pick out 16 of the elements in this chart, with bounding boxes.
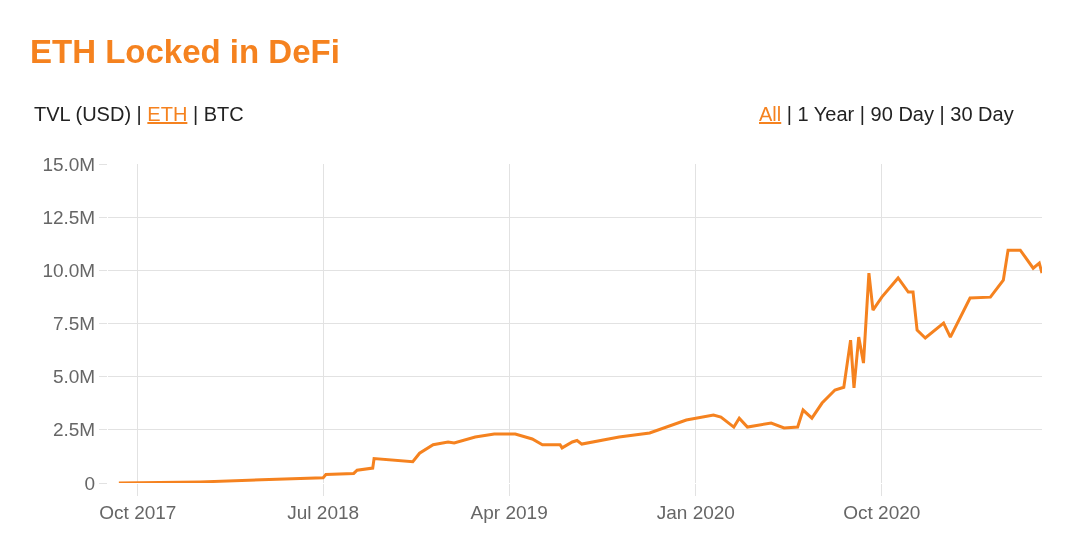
y-tick-label: 7.5M	[52, 313, 96, 335]
x-tick-label: Apr 2019	[470, 501, 548, 523]
x-tick-label: Jan 2020	[656, 501, 735, 523]
text: All | 1 Year | 90 Day | 30 Day	[759, 103, 1014, 125]
chart-title: ETH Locked in DeFi	[30, 33, 340, 70]
y-tick-label: 15.0M	[42, 153, 96, 175]
x-tick-label: Oct 2017	[99, 501, 177, 523]
x-tick-label: Jul 2018	[287, 501, 360, 523]
y-tick-label: 0	[84, 472, 96, 494]
y-tick-label: 5.0M	[52, 366, 96, 388]
y-tick-label: 12.5M	[42, 206, 96, 228]
y-tick-label: 2.5M	[52, 419, 96, 441]
line-series	[117, 248, 1042, 483]
x-tick-label: Oct 2020	[843, 501, 921, 523]
text: TVL (USD) | ETH | BTC	[34, 103, 244, 125]
y-tick-label: 10.0M	[42, 259, 96, 281]
